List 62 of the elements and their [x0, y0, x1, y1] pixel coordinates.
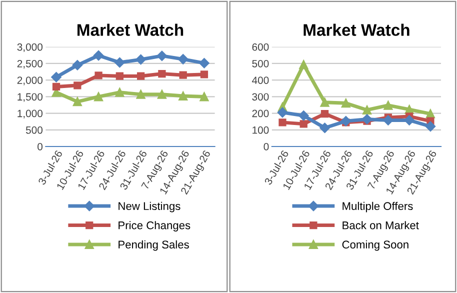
legend-label: Pending Sales — [118, 240, 189, 251]
point — [362, 114, 372, 124]
chart-title: Market Watch — [304, 24, 410, 36]
point — [94, 72, 102, 80]
point — [72, 97, 82, 106]
point — [179, 71, 187, 79]
y-tick-label: 500 — [252, 60, 269, 68]
point — [320, 122, 330, 134]
point — [116, 72, 124, 80]
point — [320, 110, 329, 118]
y-tick-label: 0 — [264, 143, 269, 150]
point — [383, 115, 394, 126]
point — [136, 72, 145, 80]
y-tick-label: 2,000 — [17, 76, 43, 86]
point — [200, 70, 208, 78]
legend-label: New Listings — [118, 202, 180, 212]
point — [158, 70, 166, 78]
point — [426, 109, 435, 118]
point — [136, 90, 146, 99]
point — [384, 100, 393, 110]
point — [341, 98, 350, 108]
y-tick-label: 1,000 — [18, 110, 43, 118]
y-tick-label: 100 — [252, 126, 269, 134]
point — [115, 88, 124, 97]
legend-label: Price Changes — [118, 221, 190, 232]
point — [178, 54, 188, 64]
y-tick-label: 1,500 — [18, 93, 43, 102]
point — [72, 60, 83, 70]
y-tick-label: 500 — [26, 126, 43, 134]
point — [362, 105, 372, 114]
point — [199, 58, 210, 68]
y-tick-label: 2,500 — [17, 60, 43, 69]
y-tick-label: 300 — [252, 93, 269, 101]
point — [157, 90, 166, 99]
point — [156, 50, 168, 61]
point — [93, 50, 104, 61]
point — [94, 92, 104, 102]
point — [51, 72, 62, 82]
point — [404, 115, 414, 126]
point — [114, 57, 125, 68]
point — [299, 60, 308, 70]
point — [74, 82, 82, 90]
legend-label: Back on Market — [342, 221, 419, 230]
y-tick-label: 400 — [252, 76, 269, 84]
point — [200, 92, 209, 102]
point — [298, 110, 309, 121]
y-tick-label: 0 — [38, 143, 43, 150]
y-tick-label: 3,000 — [17, 43, 43, 52]
legend-label: Multiple Offers — [342, 202, 413, 212]
point — [277, 107, 288, 118]
y-tick-label: 600 — [252, 43, 269, 51]
point — [425, 121, 436, 132]
point — [136, 54, 146, 65]
point — [300, 120, 308, 128]
legend-label: Coming Soon — [342, 240, 408, 251]
point — [178, 92, 188, 101]
point — [278, 118, 286, 126]
y-tick-label: 200 — [252, 110, 269, 118]
point — [52, 82, 60, 91]
point — [340, 116, 352, 126]
point — [320, 98, 330, 107]
chart-title: Market Watch — [77, 24, 184, 36]
